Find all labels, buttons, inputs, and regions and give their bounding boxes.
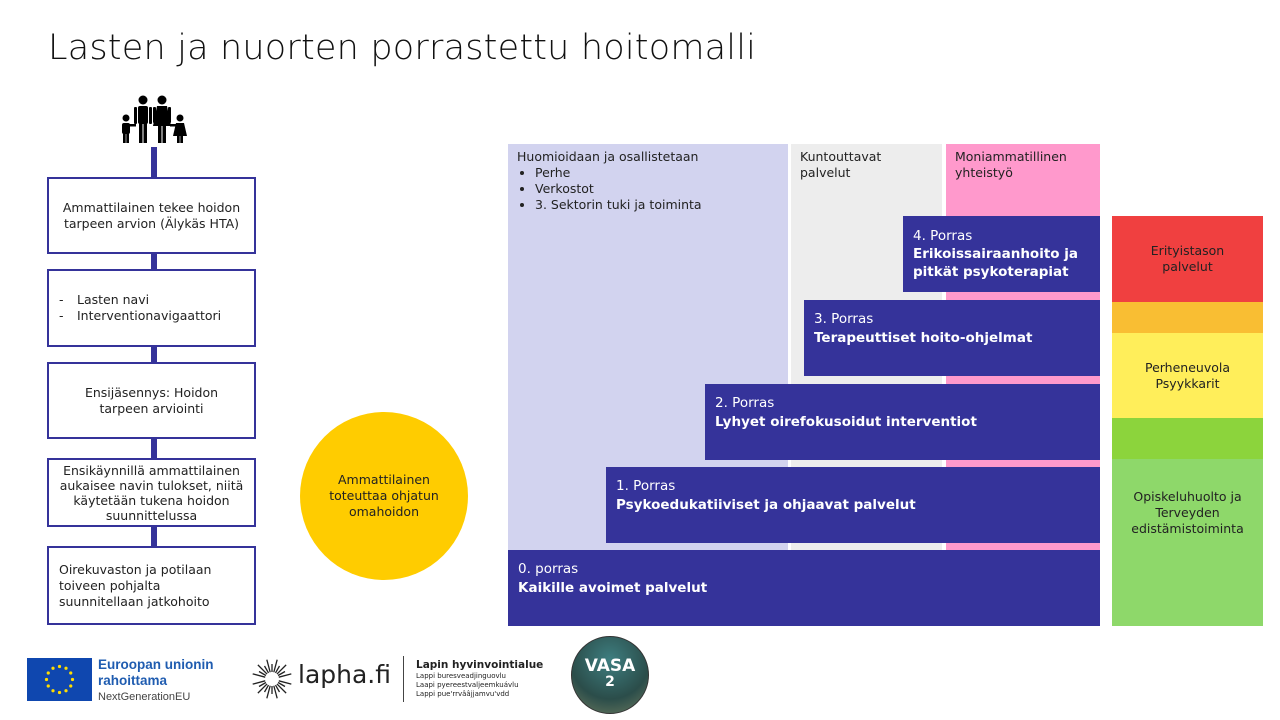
service-level-band: [1112, 418, 1263, 459]
lapin-hyvinvointialue-text: Lapin hyvinvointialue Lappi buresveadjin…: [416, 659, 544, 698]
page-title: Lasten ja nuorten porrastettu hoitomalli: [48, 28, 757, 68]
eu-star: [51, 689, 55, 693]
sun-ray: [258, 681, 267, 688]
lapha-sun-icon: [252, 659, 292, 699]
service-level-student-welfare: Opiskeluhuolto ja Terveyden edistämistoi…: [1112, 459, 1263, 626]
sun-ray: [257, 683, 268, 694]
sun-ray: [276, 683, 287, 694]
sun-ray: [252, 680, 266, 685]
step-level: 1. Porras: [616, 478, 676, 494]
sun-ray: [252, 673, 266, 678]
column-involve: Huomioidaan ja osallistetaan Perhe Verko…: [508, 144, 788, 626]
service-level-specialist: Erityistason palvelut: [1112, 216, 1263, 302]
flow-box-text: Oirekuvaston ja potilaan toiveen pohjalt…: [59, 561, 212, 609]
guided-self-care-circle: Ammattilainen toteuttaa ohjatun omahoido…: [300, 412, 468, 580]
service-level-label: Opiskeluhuolto ja Terveyden edistämistoi…: [1131, 489, 1244, 536]
sun-ray: [277, 670, 286, 677]
column-multi-title: Moniammatillinen yhteistyö: [955, 149, 1067, 180]
eu-star: [46, 684, 50, 688]
column-involve-title: Huomioidaan ja osallistetaan: [517, 149, 699, 164]
involve-item: Verkostot: [535, 181, 779, 197]
eu-star: [69, 684, 73, 688]
sun-ray: [273, 659, 278, 673]
step-level: 4. Porras: [913, 228, 973, 244]
step-1: 1. Porras Psykoedukatiiviset ja ohjaavat …: [606, 467, 1100, 543]
sun-ray: [278, 673, 292, 678]
step-2: 2. Porras Lyhyet oirefokusoidut intervent…: [705, 384, 1100, 460]
flow-list-item: - Lasten navi: [59, 292, 150, 307]
eu-star: [69, 671, 73, 675]
sun-ray: [276, 664, 287, 675]
sun-ray: [278, 680, 292, 685]
eu-star: [44, 677, 49, 682]
lapha-logo-text: lapha.fi: [298, 660, 391, 689]
eu-star: [64, 689, 68, 693]
flow-box-triage: Ensijäsennys: Hoidon tarpeen arviointi: [47, 362, 256, 439]
flow-box-text: Ensikäynnillä ammattilainen aukaisee nav…: [59, 462, 244, 523]
eu-flag-logo: [27, 658, 92, 701]
step-level: 3. Porras: [814, 311, 874, 327]
logo-divider: [403, 656, 404, 702]
flow-box-tools: - Lasten navi - Interventionavigaattori: [47, 269, 256, 347]
eu-star: [51, 666, 55, 670]
step-label: Erikoissairaanhoito ja pitkät psykoterap…: [913, 246, 1078, 280]
eu-star: [70, 677, 75, 682]
sun-ray: [273, 685, 278, 699]
sun-ray: [274, 684, 281, 693]
service-level-band: [1112, 302, 1263, 333]
service-level-label: Perheneuvola Psyykkarit: [1144, 359, 1231, 391]
step-label: Kaikille avoimet palvelut: [518, 580, 708, 596]
eu-star: [64, 666, 68, 670]
sun-ray: [274, 665, 281, 674]
column-rehab-title: Kuntouttavat palvelut: [800, 149, 882, 180]
involve-item: Perhe: [535, 165, 779, 181]
sun-ray: [257, 664, 268, 675]
flow-connector-line: [151, 147, 157, 547]
eu-star: [57, 690, 62, 695]
step-label: Lyhyet oirefokusoidut interventiot: [715, 414, 977, 430]
sun-ray: [277, 681, 286, 688]
eu-funding-text: Euroopan unionin rahoittama NextGenerati…: [98, 657, 214, 703]
step-level: 2. Porras: [715, 395, 775, 411]
step-label: Psykoedukatiiviset ja ohjaavat palvelut: [616, 497, 916, 513]
sun-ray: [266, 685, 271, 699]
flow-box-followup: Oirekuvaston ja potilaan toiveen pohjalt…: [47, 546, 256, 625]
flow-box-text: Ammattilainen tekee hoidon tarpeen arvio…: [62, 199, 241, 231]
flow-box-assessment: Ammattilainen tekee hoidon tarpeen arvio…: [47, 177, 256, 254]
step-label: Terapeuttiset hoito-ohjelmat: [814, 330, 1033, 346]
eu-star: [57, 664, 62, 669]
step-3: 3. Porras Terapeuttiset hoito-ohjelmat: [804, 300, 1100, 376]
flow-box-text: Ensijäsennys: Hoidon tarpeen arviointi: [84, 384, 219, 416]
eu-star: [46, 671, 50, 675]
flow-list-item: - Interventionavigaattori: [59, 308, 222, 323]
service-level-family-clinic: Perheneuvola Psyykkarit: [1112, 333, 1263, 418]
service-level-label: Erityistason palvelut: [1150, 243, 1225, 274]
step-4: 4. Porras Erikoissairaanhoito ja pitkät p…: [903, 216, 1100, 292]
step-0: 0. porras Kaikille avoimet palvelut: [508, 550, 1100, 626]
family-icon: [122, 95, 187, 143]
step-level: 0. porras: [518, 561, 579, 577]
vasa2-badge-logo: VASA 2: [571, 636, 649, 714]
sun-ray: [263, 684, 270, 693]
involve-item: 3. Sektorin tuki ja toiminta: [535, 197, 779, 213]
sun-ray: [266, 659, 271, 673]
flow-box-first-visit: Ensikäynnillä ammattilainen aukaisee nav…: [47, 458, 256, 527]
circle-text: Ammattilainen toteuttaa ohjatun omahoido…: [329, 472, 439, 519]
sun-ray: [263, 665, 270, 674]
sun-ray: [258, 670, 267, 677]
